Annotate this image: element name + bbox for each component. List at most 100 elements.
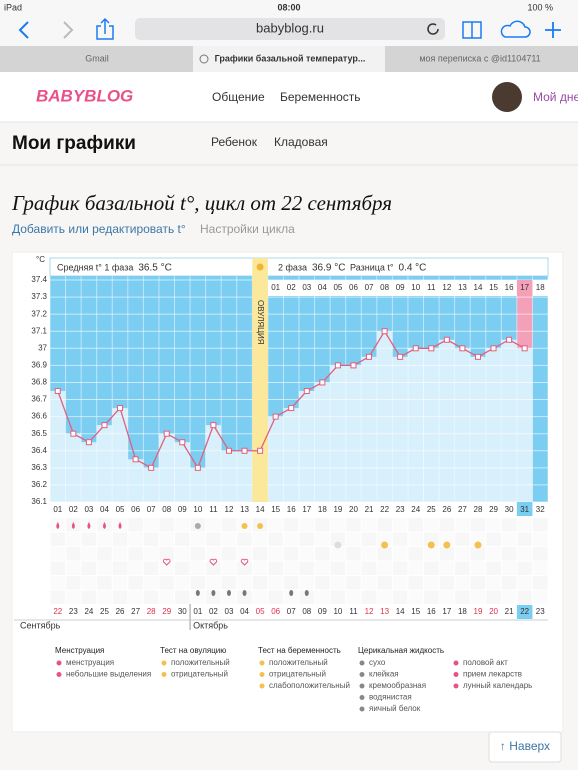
cell: [501, 561, 517, 575]
date: 23: [536, 607, 545, 616]
legend-item: слабоположительный: [269, 681, 350, 690]
cell: [315, 547, 330, 561]
column: [81, 442, 97, 502]
cell: [66, 576, 81, 590]
x-tick-label: 32: [536, 505, 545, 514]
x-tick-label: 31: [520, 505, 529, 514]
legend-item: лунный календарь: [463, 681, 532, 690]
active-tab[interactable]: [193, 46, 385, 72]
x-tick-label: 27: [458, 505, 467, 514]
page-tab[interactable]: Кладовая: [274, 135, 328, 149]
cell: [252, 561, 268, 575]
cell: [330, 590, 346, 604]
cell: [299, 576, 315, 590]
cell: [439, 590, 455, 604]
reload[interactable]: [427, 23, 439, 35]
cell: [206, 518, 221, 532]
phase2-day: 14: [474, 283, 483, 292]
cell: [252, 547, 268, 561]
cell: [361, 576, 377, 590]
forward[interactable]: [63, 21, 74, 39]
column: [127, 459, 144, 502]
date: 23: [69, 607, 78, 616]
phase2-day: 09: [396, 283, 405, 292]
tab[interactable]: моя переписка с @id1104711: [419, 53, 540, 63]
logo[interactable]: BABYBLOG: [36, 86, 133, 105]
x-tick-label: 02: [69, 505, 78, 514]
user-link[interactable]: Мой дне: [533, 90, 578, 104]
cell: [206, 590, 221, 604]
cell: [470, 532, 486, 546]
summary-label: 2 фаза: [278, 262, 307, 272]
cell: [532, 532, 548, 546]
new-tab[interactable]: [545, 22, 561, 38]
cell: [330, 518, 346, 532]
top-button-label[interactable]: ↑ Наверх: [500, 739, 550, 753]
battery: 100 %: [527, 2, 553, 12]
legend-item: прием лекарств: [463, 670, 522, 679]
legend-item: половой акт: [463, 658, 508, 667]
point: [194, 464, 201, 471]
legend-item: отрицательный: [269, 670, 326, 679]
highlight-column: [516, 296, 533, 349]
back[interactable]: [18, 21, 29, 39]
cell: [377, 532, 392, 546]
legend-icon: [259, 660, 265, 666]
cell: [175, 561, 190, 575]
cell: [66, 561, 81, 575]
date: 06: [271, 607, 280, 616]
column: [299, 391, 315, 502]
cell: [486, 561, 501, 575]
date: 22: [53, 607, 62, 616]
tab-close[interactable]: [199, 54, 209, 64]
column: [96, 425, 113, 502]
top-button[interactable]: [488, 731, 562, 763]
x-tick-label: 12: [225, 505, 234, 514]
cell: [143, 576, 159, 590]
page-tab[interactable]: Ребенок: [211, 135, 258, 149]
date: 18: [458, 607, 467, 616]
column: [283, 408, 299, 502]
legend-icon: [453, 660, 459, 666]
point: [521, 345, 528, 352]
legend-icon: [259, 672, 265, 677]
x-tick-label: 22: [380, 505, 389, 514]
cell: [50, 547, 66, 561]
cell: [455, 590, 470, 604]
cell: [175, 547, 190, 561]
avatar[interactable]: [492, 82, 522, 112]
share[interactable]: [96, 17, 114, 40]
date: 04: [240, 607, 249, 616]
cell: [112, 576, 128, 590]
tab[interactable]: Gmail: [85, 53, 109, 63]
cloud[interactable]: [500, 20, 531, 38]
link[interactable]: Настройки цикла: [200, 222, 295, 236]
bookmarks[interactable]: [462, 21, 482, 39]
fluid: [211, 590, 216, 596]
cell: [486, 518, 501, 532]
y-tick-label: 36.2: [31, 480, 47, 489]
cell: [408, 547, 423, 561]
phase2-day: 03: [302, 283, 311, 292]
cell: [81, 590, 97, 604]
cell: [439, 518, 455, 532]
point: [210, 422, 217, 429]
y-tick-label: 37.3: [31, 292, 47, 301]
legend-item: водянистая: [369, 693, 412, 702]
tab[interactable]: Графики базальной температур...: [215, 53, 366, 63]
y-tick-label: 36.3: [31, 463, 47, 472]
column: [392, 356, 408, 502]
point: [54, 388, 61, 394]
cell: [97, 547, 112, 561]
url-bar[interactable]: [135, 18, 445, 40]
point: [428, 345, 435, 352]
phase2-day: 11: [427, 283, 436, 292]
x-tick-label: 07: [147, 505, 156, 514]
nav-link[interactable]: Общение: [212, 90, 265, 104]
cell: [392, 590, 408, 604]
highlight-x: [516, 502, 533, 516]
legend-title: Менструация: [55, 646, 104, 655]
nav-link[interactable]: Беременность: [280, 90, 361, 104]
phase2-day: 18: [536, 283, 545, 292]
link[interactable]: Добавить или редактировать t°: [12, 222, 186, 236]
